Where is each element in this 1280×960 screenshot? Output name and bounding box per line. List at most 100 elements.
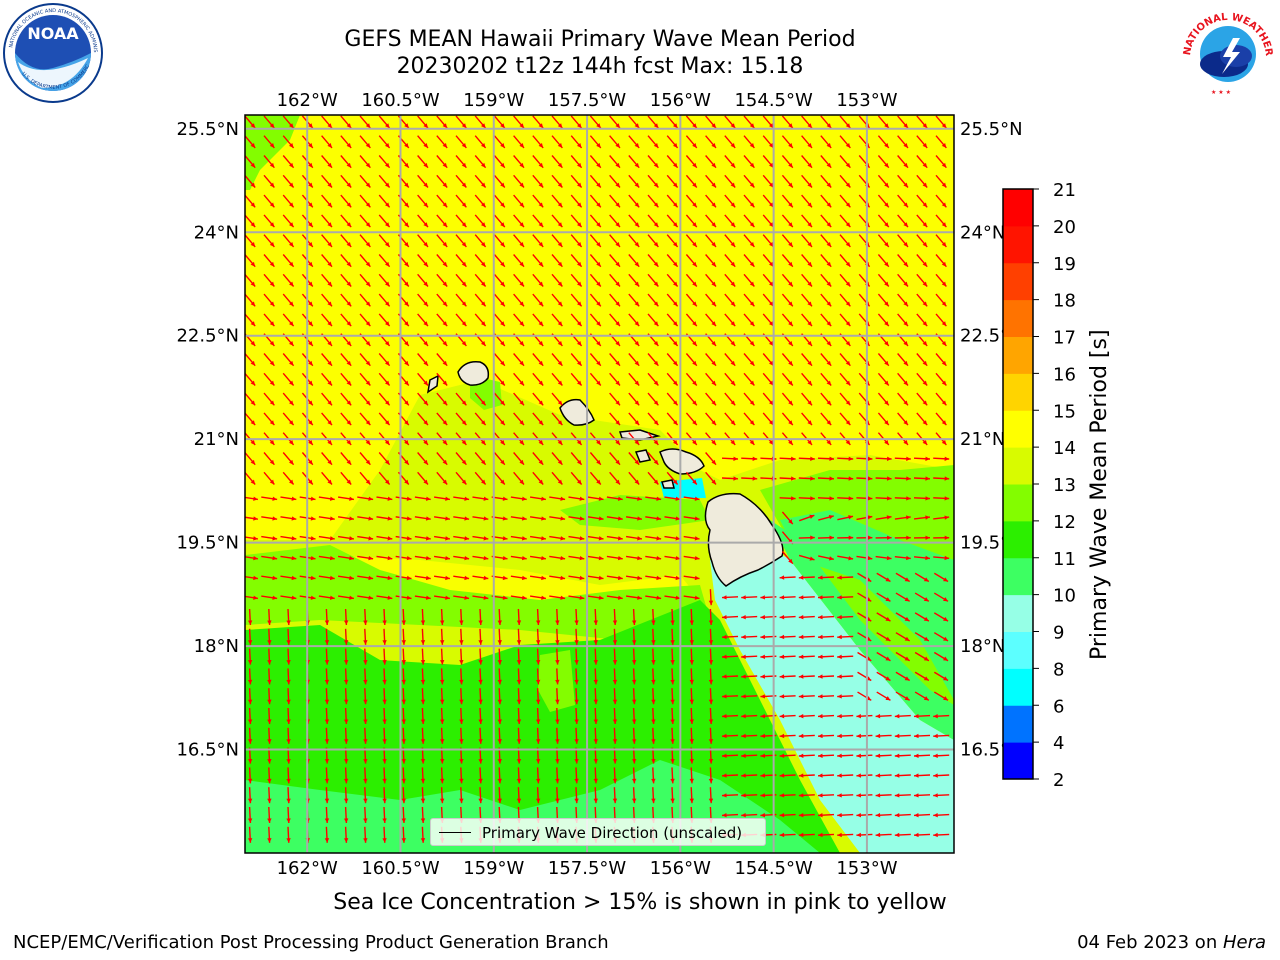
wave-direction-arrow <box>837 714 854 719</box>
wave-direction-arrow <box>357 535 374 541</box>
wave-direction-arrow <box>382 727 387 744</box>
wave-direction-arrow <box>933 671 949 682</box>
wave-direction-arrow <box>916 194 928 208</box>
wave-direction-arrow <box>474 174 487 188</box>
wave-direction-arrow <box>436 234 448 248</box>
wave-direction-arrow <box>382 668 387 685</box>
wave-direction-arrow <box>913 515 931 520</box>
wave-direction-arrow <box>645 555 662 561</box>
wave-direction-arrow <box>455 135 467 149</box>
wave-direction-arrow <box>647 155 659 169</box>
wave-direction-arrow <box>286 608 291 626</box>
wave-direction-arrow <box>781 511 794 525</box>
wave-direction-arrow <box>589 214 602 228</box>
wave-direction-arrow <box>532 412 544 426</box>
wave-direction-arrow <box>779 753 796 758</box>
colorbar-tick-label: 2 <box>1053 770 1064 791</box>
wave-direction-arrow <box>666 293 679 307</box>
wave-direction-arrow <box>378 412 391 426</box>
wave-direction-arrow <box>894 555 911 561</box>
noaa-logo-text: NOAA <box>27 24 79 43</box>
wave-direction-arrow <box>820 115 832 129</box>
wave-direction-arrow <box>839 254 851 268</box>
wave-direction-arrow <box>817 654 835 659</box>
wave-direction-arrow <box>916 115 928 129</box>
wave-direction-arrow <box>933 691 949 701</box>
wave-direction-arrow <box>340 412 352 426</box>
wave-direction-arrow <box>478 767 483 784</box>
wave-direction-arrow <box>820 372 832 386</box>
wave-direction-arrow <box>762 155 775 169</box>
wave-direction-arrow <box>612 628 618 645</box>
wave-direction-arrow <box>916 155 928 169</box>
wave-direction-arrow <box>420 767 426 784</box>
islands <box>426 360 784 587</box>
wave-direction-arrow <box>493 214 506 228</box>
wave-direction-arrow <box>798 813 815 818</box>
colorbar-tick-label: 10 <box>1053 586 1076 607</box>
lat-tick-label-left: 21°N <box>194 429 239 450</box>
colorbar-tick-label: 16 <box>1053 364 1076 385</box>
wave-direction-arrow <box>401 787 406 804</box>
wave-direction-arrow <box>536 767 541 784</box>
wave-direction-arrow <box>935 353 947 367</box>
wave-direction-arrow <box>645 575 662 581</box>
wave-direction-arrow <box>705 471 717 485</box>
wave-direction-arrow <box>933 714 950 719</box>
wave-direction-arrow <box>762 372 775 386</box>
wave-direction-arrow <box>589 174 602 188</box>
wave-direction-arrow <box>721 694 739 699</box>
wave-direction-arrow <box>420 648 426 665</box>
wave-direction-arrow <box>820 293 832 307</box>
wave-direction-arrow <box>420 668 426 685</box>
wave-direction-arrow <box>837 832 854 838</box>
wave-direction-arrow <box>248 668 253 685</box>
wave-direction-arrow <box>798 634 815 640</box>
wave-direction-arrow <box>666 194 679 208</box>
wave-direction-arrow <box>743 372 755 386</box>
wave-direction-arrow <box>743 214 755 228</box>
wave-direction-arrow <box>536 727 541 744</box>
wave-direction-arrow <box>837 535 854 540</box>
wave-direction-arrow <box>609 194 621 208</box>
wave-direction-arrow <box>472 595 489 600</box>
wave-direction-arrow <box>245 273 256 287</box>
wave-direction-arrow <box>651 628 656 645</box>
lon-tick-label-bottom: 162°W <box>277 858 338 879</box>
wave-direction-arrow <box>647 471 659 485</box>
wave-direction-arrow <box>935 234 947 248</box>
wave-direction-arrow <box>267 767 272 784</box>
wave-direction-arrow <box>916 372 928 386</box>
wave-direction-arrow <box>570 372 583 386</box>
wave-direction-arrow <box>263 293 275 307</box>
wave-direction-arrow <box>651 648 656 665</box>
wave-direction-arrow <box>282 254 295 268</box>
wave-direction-arrow <box>376 595 393 600</box>
wave-direction-arrow <box>801 135 813 149</box>
lon-tick-label-top: 154.5°W <box>734 90 813 111</box>
wave-direction-arrow <box>721 615 739 620</box>
wave-direction-arrow <box>935 412 947 426</box>
wave-direction-arrow <box>263 155 275 169</box>
wave-direction-arrow <box>798 674 815 679</box>
wave-direction-arrow <box>321 412 333 426</box>
wave-direction-arrow <box>516 727 522 744</box>
wave-direction-arrow <box>933 496 950 501</box>
wave-direction-arrow <box>318 496 335 501</box>
wave-direction-arrow <box>762 174 775 188</box>
wave-direction-arrow <box>612 767 618 784</box>
wave-direction-arrow <box>705 254 717 268</box>
wave-direction-arrow <box>632 688 637 705</box>
wave-direction-arrow <box>647 353 659 367</box>
wave-direction-arrow <box>632 707 637 725</box>
wave-direction-arrow <box>570 194 583 208</box>
wave-direction-arrow <box>664 516 681 521</box>
lat-tick-label-left: 19.5°N <box>176 533 239 554</box>
wave-direction-arrow <box>708 628 714 645</box>
wave-direction-arrow <box>685 293 698 307</box>
colorbar-segment <box>1003 189 1033 227</box>
lat-tick-label-left: 18°N <box>194 636 239 657</box>
wave-direction-arrow <box>459 608 464 626</box>
wave-direction-arrow <box>781 194 794 208</box>
wave-direction-arrow <box>818 514 834 521</box>
